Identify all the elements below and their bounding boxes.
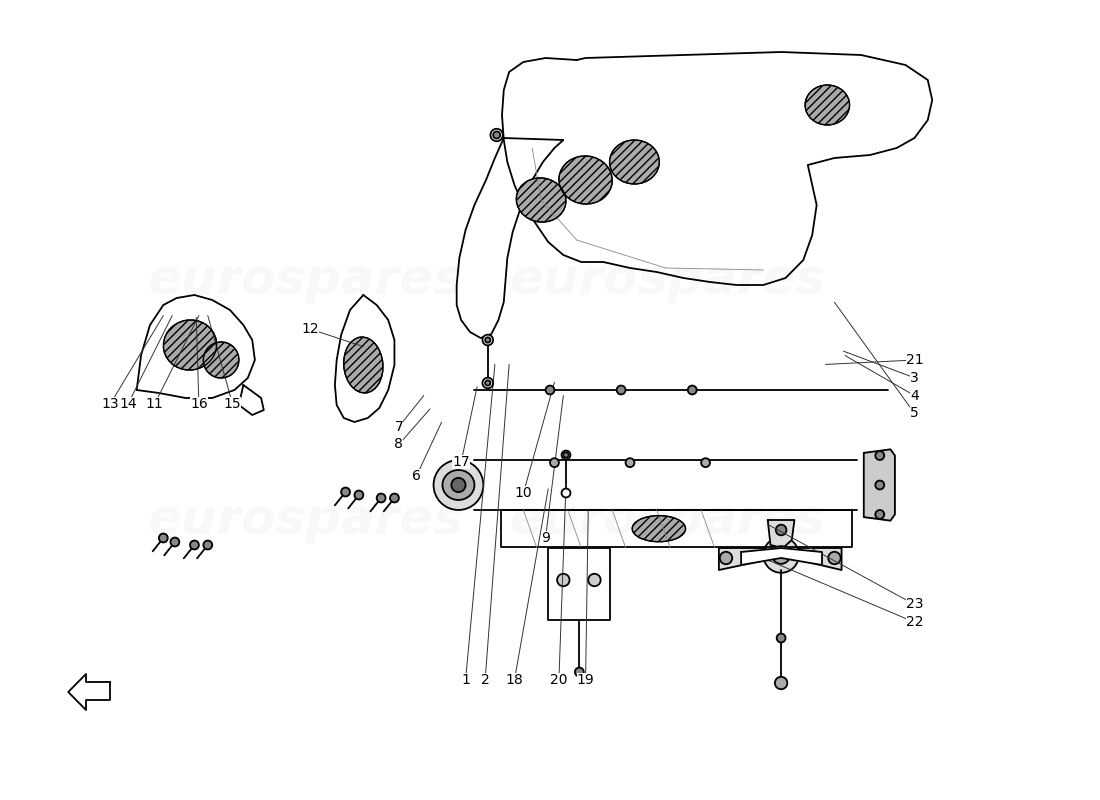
Circle shape: [493, 131, 500, 138]
Text: 22: 22: [905, 615, 923, 630]
Circle shape: [170, 538, 179, 546]
Circle shape: [546, 386, 554, 394]
Text: 13: 13: [101, 398, 119, 411]
Polygon shape: [799, 548, 842, 570]
Circle shape: [876, 451, 884, 460]
Ellipse shape: [805, 85, 849, 125]
Ellipse shape: [609, 140, 659, 184]
Circle shape: [774, 677, 788, 690]
Text: 9: 9: [541, 530, 550, 545]
Ellipse shape: [516, 178, 565, 222]
Circle shape: [777, 634, 785, 642]
Circle shape: [158, 534, 168, 542]
Text: 15: 15: [224, 398, 242, 411]
Polygon shape: [239, 385, 264, 415]
Polygon shape: [548, 548, 610, 620]
Ellipse shape: [164, 320, 217, 370]
Text: 18: 18: [506, 673, 524, 687]
Ellipse shape: [343, 337, 383, 393]
Circle shape: [688, 386, 696, 394]
Circle shape: [876, 481, 884, 490]
Text: eurospares: eurospares: [509, 496, 825, 544]
Text: eurospares: eurospares: [509, 256, 825, 304]
Text: 19: 19: [576, 673, 594, 687]
Circle shape: [876, 510, 884, 519]
Circle shape: [719, 552, 733, 564]
Circle shape: [485, 338, 491, 342]
Circle shape: [772, 546, 790, 564]
Polygon shape: [334, 295, 395, 422]
Ellipse shape: [632, 515, 685, 542]
Text: eurospares: eurospares: [147, 256, 463, 304]
Circle shape: [491, 129, 503, 142]
Circle shape: [451, 478, 465, 492]
Polygon shape: [502, 52, 932, 285]
Text: 6: 6: [412, 469, 421, 482]
Ellipse shape: [559, 156, 613, 204]
Text: 12: 12: [301, 322, 319, 336]
Text: 1: 1: [461, 673, 470, 687]
Text: 10: 10: [515, 486, 532, 500]
Circle shape: [483, 378, 493, 388]
Text: 3: 3: [910, 370, 918, 385]
Circle shape: [763, 538, 799, 573]
Polygon shape: [456, 138, 563, 338]
Circle shape: [828, 552, 840, 564]
Circle shape: [562, 489, 571, 498]
Text: 4: 4: [910, 389, 918, 402]
Circle shape: [550, 458, 559, 467]
Text: 20: 20: [550, 673, 568, 687]
Polygon shape: [768, 520, 794, 548]
Text: 23: 23: [905, 598, 923, 611]
Ellipse shape: [204, 342, 239, 378]
Circle shape: [204, 541, 212, 550]
Circle shape: [617, 386, 626, 394]
Text: 2: 2: [481, 673, 490, 687]
Circle shape: [190, 541, 199, 550]
Circle shape: [776, 525, 786, 535]
Polygon shape: [136, 295, 255, 398]
Polygon shape: [719, 548, 766, 570]
Text: eurospares: eurospares: [147, 496, 463, 544]
Circle shape: [557, 574, 570, 586]
Ellipse shape: [433, 460, 483, 510]
Circle shape: [341, 487, 350, 497]
Text: 14: 14: [119, 398, 136, 411]
Text: 16: 16: [190, 398, 208, 411]
Text: 21: 21: [905, 353, 923, 367]
Circle shape: [354, 490, 363, 499]
Text: 11: 11: [145, 398, 163, 411]
Polygon shape: [741, 548, 822, 565]
Circle shape: [588, 574, 601, 586]
Text: 7: 7: [395, 420, 404, 434]
Circle shape: [626, 458, 635, 467]
Polygon shape: [864, 450, 895, 521]
Circle shape: [563, 452, 569, 458]
Circle shape: [562, 450, 571, 459]
Circle shape: [376, 494, 386, 502]
Ellipse shape: [442, 470, 474, 500]
Polygon shape: [68, 674, 110, 710]
Circle shape: [701, 458, 710, 467]
Circle shape: [485, 380, 491, 386]
Text: 8: 8: [395, 438, 404, 451]
Circle shape: [483, 334, 493, 346]
Text: 17: 17: [452, 455, 470, 470]
Circle shape: [390, 494, 399, 502]
Text: 5: 5: [910, 406, 918, 420]
Circle shape: [575, 667, 584, 677]
